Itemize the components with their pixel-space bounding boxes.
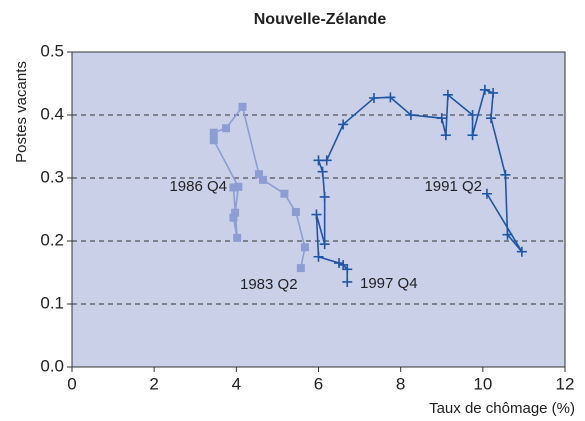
point [319, 191, 330, 202]
point [500, 169, 511, 180]
y-tick-label: 0.5 [40, 41, 64, 60]
x-tick-label: 4 [232, 374, 241, 393]
point [229, 183, 238, 192]
y-tick-label: 0.3 [40, 167, 64, 186]
point [467, 130, 478, 141]
y-tick-label: 0.2 [40, 230, 64, 249]
point [385, 92, 396, 103]
point [234, 182, 243, 191]
point [319, 239, 330, 250]
point [300, 243, 309, 252]
x-tick-label: 8 [396, 374, 405, 393]
point [296, 264, 305, 273]
point [229, 213, 238, 222]
point [342, 264, 353, 275]
point [481, 188, 492, 199]
plot-area [71, 51, 566, 368]
point [440, 130, 451, 141]
x-tick-label: 2 [149, 374, 158, 393]
point [488, 87, 499, 98]
point [516, 246, 527, 257]
point [222, 124, 231, 133]
point [313, 251, 324, 262]
point [436, 113, 447, 124]
annotation: 1991 Q2 [424, 178, 482, 195]
y-tick-label: 0.0 [40, 356, 64, 375]
point [467, 110, 478, 120]
point [280, 189, 289, 198]
y-axis-label: Postes vacants [13, 61, 30, 163]
point [231, 208, 240, 217]
point [502, 229, 513, 240]
chart-title: Nouvelle-Zélande [254, 11, 387, 28]
point [338, 119, 349, 130]
point [479, 84, 490, 95]
point [291, 208, 300, 217]
point [254, 170, 263, 179]
point [442, 89, 453, 100]
x-tick-label: 6 [314, 374, 323, 393]
annotation: 1983 Q2 [240, 276, 298, 293]
point [311, 209, 322, 220]
y-tick-label: 0.1 [40, 293, 64, 312]
x-tick-label: 10 [473, 374, 492, 393]
x-tick-label: 12 [556, 374, 575, 393]
annotation: 1997 Q4 [360, 275, 418, 292]
point [233, 233, 242, 242]
annotation: 1986 Q4 [169, 178, 227, 195]
point [342, 276, 353, 287]
point [259, 175, 268, 184]
point [209, 136, 218, 145]
x-axis-label: Taux de chômage (%) [429, 400, 575, 417]
point [317, 166, 328, 177]
point [486, 113, 497, 124]
x-tick-label: 0 [67, 374, 76, 393]
y-tick-label: 0.4 [40, 104, 64, 123]
point [368, 92, 379, 103]
point [209, 128, 218, 137]
point [313, 155, 324, 166]
point [405, 110, 416, 120]
point [238, 102, 247, 111]
